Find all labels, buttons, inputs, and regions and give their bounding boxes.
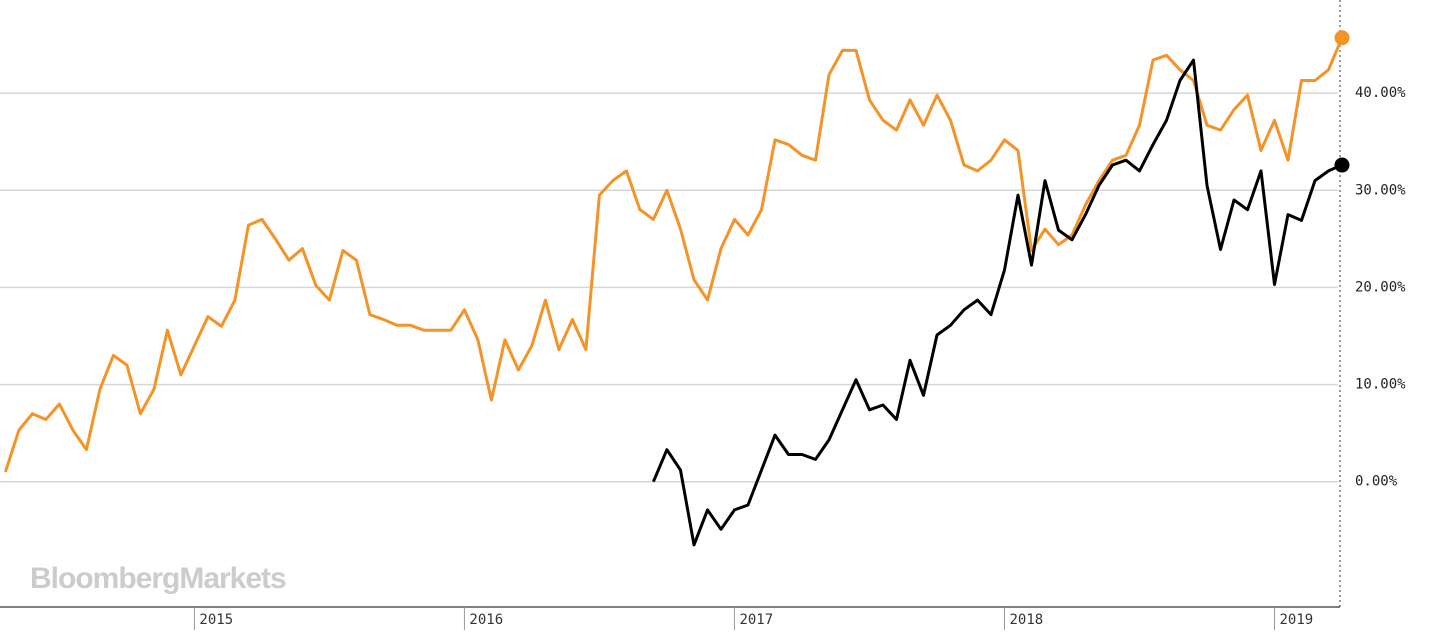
y-tick-label: 20.00% xyxy=(1355,279,1406,295)
x-tick-label: 2017 xyxy=(739,612,773,628)
series-line xyxy=(652,58,1343,547)
end-point xyxy=(1334,157,1350,173)
x-tick-label: 2015 xyxy=(199,612,233,628)
x-tick-label: 2016 xyxy=(469,612,503,628)
y-tick-label: 30.00% xyxy=(1355,182,1406,198)
x-tick-label: 2018 xyxy=(1009,612,1043,628)
y-tick-label: 0.00% xyxy=(1355,474,1398,490)
watermark: BloombergMarkets xyxy=(30,562,286,595)
x-tick-label: 2019 xyxy=(1279,612,1313,628)
series-line xyxy=(3,37,1344,473)
end-point xyxy=(1334,30,1350,46)
y-tick-label: 40.00% xyxy=(1355,85,1406,101)
y-tick-label: 10.00% xyxy=(1355,377,1406,393)
